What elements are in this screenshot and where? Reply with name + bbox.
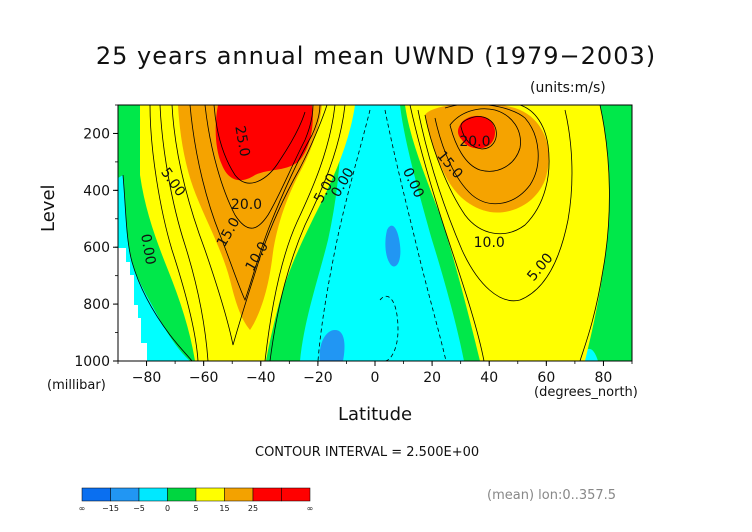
y-tick-label: 800 <box>83 297 110 313</box>
field-red-south <box>215 105 313 181</box>
x-tick-label: −80 <box>132 370 162 386</box>
contour-label: 20.0 <box>459 134 490 150</box>
colorbar-bin <box>138 487 168 502</box>
contour-line-s1 <box>149 105 199 361</box>
contour-line-s8 <box>213 105 306 184</box>
colorbar-label: 5 <box>193 504 198 513</box>
zero-contour-blob <box>379 295 399 361</box>
contour-line-n4 <box>424 105 550 234</box>
colorbar-bin <box>167 487 197 502</box>
chart-title: 25 years annual mean UWND (1979−2003) <box>95 42 657 70</box>
zero-contour-right <box>384 109 447 361</box>
colorbar: ∞ −15 −5 0 5 15 25 ∞ <box>79 487 314 513</box>
contour-interval-note: CONTOUR INTERVAL = 2.500E+00 <box>255 445 480 460</box>
contour-line-s5 <box>171 105 328 346</box>
colorbar-label: −15 <box>102 504 119 513</box>
colorbar-bin <box>195 487 225 502</box>
x-tick-label: 60 <box>537 370 555 386</box>
colorbar-label: 25 <box>248 504 258 513</box>
x-tick-label: −20 <box>303 370 333 386</box>
contour-line-s7 <box>204 105 314 229</box>
colorbar-bin <box>110 487 140 502</box>
field-orange-north <box>425 105 549 213</box>
x-tick-label: −60 <box>189 370 219 386</box>
y-tick-label: 400 <box>83 183 110 199</box>
contour-line-n3 <box>417 109 573 302</box>
y-axis: 200 400 600 800 1000 <box>74 104 118 370</box>
colorbar-label: 0 <box>165 504 170 513</box>
mean-note: (mean) lon:0..357.5 <box>487 488 617 503</box>
zero-contour-left <box>317 109 371 361</box>
x-axis-label: Latitude <box>338 404 413 425</box>
y-tick-label: 600 <box>83 240 110 256</box>
contour-line-s2 <box>269 105 346 361</box>
field-blue-blob-2 <box>319 330 345 361</box>
colorbar-bin <box>281 487 311 502</box>
y-axis-unit: (millibar) <box>47 378 106 393</box>
colorbar-label: ∞ <box>79 504 86 513</box>
contour-line-n1 <box>579 105 610 361</box>
contour-label: 25.0 <box>231 125 252 158</box>
x-tick-label: −40 <box>246 370 276 386</box>
colorbar-bin <box>252 487 282 502</box>
x-tick-label: 80 <box>595 370 613 386</box>
x-axis: −80 −60 −40 −20 0 20 40 60 80 <box>117 361 633 386</box>
field-cyan-center <box>300 105 464 361</box>
x-axis-unit: (degrees_north) <box>534 385 638 400</box>
contour-line-n2 <box>409 105 485 361</box>
contour-label: 20.0 <box>231 197 262 213</box>
x-tick-label: 0 <box>371 370 380 386</box>
units-label: (units:m/s) <box>530 80 606 96</box>
colorbar-label: −5 <box>133 504 145 513</box>
contour-line-n6 <box>449 108 521 172</box>
contour-label: 10.0 <box>474 235 505 251</box>
colorbar-bin <box>81 487 111 502</box>
contour-line-s6 <box>189 105 321 302</box>
contour-label: 0.00 <box>137 233 158 266</box>
zero-contour-west <box>122 174 193 361</box>
y-tick-label: 200 <box>83 126 110 142</box>
contour-line-s3 <box>159 105 209 361</box>
contour-line-n7 <box>460 116 497 150</box>
contour-line-s4 <box>264 105 336 361</box>
colorbar-bin <box>224 487 254 502</box>
field-missing-data <box>118 248 147 361</box>
x-tick-label: 20 <box>423 370 441 386</box>
x-tick-label: 40 <box>480 370 498 386</box>
field-blue-blob-1 <box>385 225 401 267</box>
colorbar-label: ∞ <box>307 504 314 513</box>
colorbar-label: 15 <box>219 504 229 513</box>
y-tick-label: 1000 <box>74 354 110 370</box>
contour-line-n5 <box>434 105 539 204</box>
